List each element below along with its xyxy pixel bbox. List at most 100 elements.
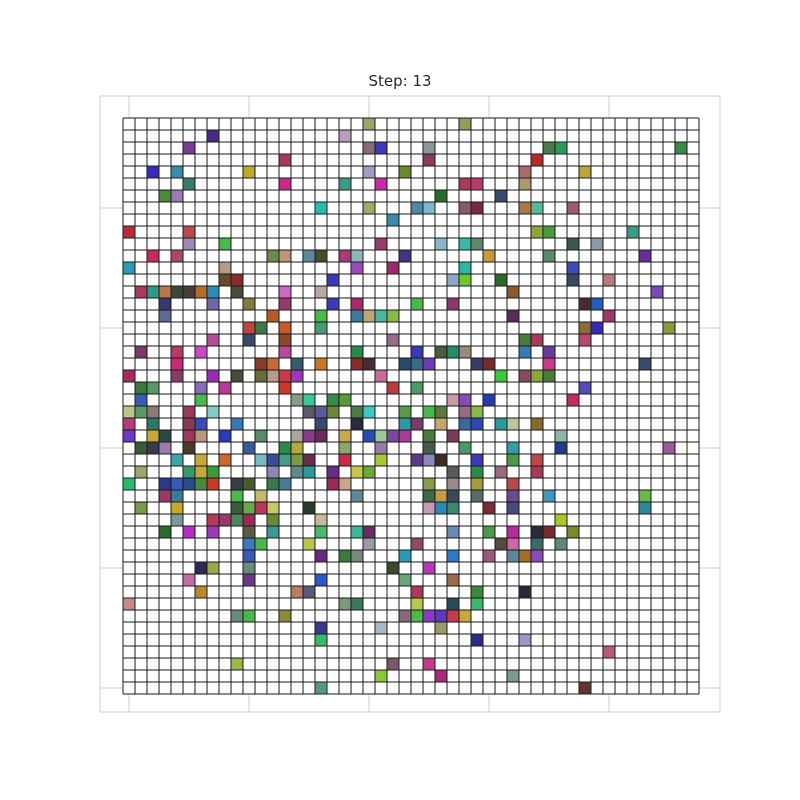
heatmap-cell (135, 466, 147, 478)
heatmap-cell (363, 166, 375, 178)
heatmap-cell (267, 526, 279, 538)
heatmap-cell (255, 322, 267, 334)
heatmap-cell (339, 178, 351, 190)
heatmap-cell (171, 358, 183, 370)
heatmap-cell (123, 370, 135, 382)
heatmap-cell (135, 382, 147, 394)
heatmap-cell (495, 466, 507, 478)
heatmap-cell (567, 394, 579, 406)
heatmap-cell (579, 298, 591, 310)
heatmap-cell (447, 478, 459, 490)
heatmap-cell (267, 358, 279, 370)
heatmap-cell (243, 442, 255, 454)
heatmap-cell (135, 406, 147, 418)
heatmap-cell (639, 358, 651, 370)
heatmap-cell (303, 502, 315, 514)
heatmap-cell (423, 478, 435, 490)
heatmap-cell (243, 526, 255, 538)
heatmap-cell (519, 634, 531, 646)
heatmap-cell (447, 598, 459, 610)
heatmap-cell (159, 478, 171, 490)
heatmap-cell (639, 502, 651, 514)
heatmap-cell (147, 406, 159, 418)
heatmap-cell (243, 514, 255, 526)
heatmap-cell (291, 394, 303, 406)
heatmap-cell (363, 406, 375, 418)
heatmap-cell (507, 550, 519, 562)
heatmap-cell (423, 610, 435, 622)
heatmap-cell (447, 466, 459, 478)
heatmap-cell (543, 226, 555, 238)
heatmap-cell (135, 286, 147, 298)
heatmap-cell (351, 526, 363, 538)
heatmap-cell (171, 346, 183, 358)
heatmap-cell (507, 526, 519, 538)
heatmap-cell (183, 406, 195, 418)
heatmap-cell (579, 682, 591, 694)
heatmap-cell (315, 286, 327, 298)
heatmap-cell (123, 406, 135, 418)
heatmap-cell (507, 454, 519, 466)
heatmap-cell (171, 190, 183, 202)
heatmap-cell (351, 466, 363, 478)
heatmap-cell (351, 490, 363, 502)
heatmap-cell (423, 154, 435, 166)
heatmap-cell (447, 574, 459, 586)
heatmap-cell (555, 430, 567, 442)
heatmap-cell (303, 538, 315, 550)
heatmap-cell (471, 634, 483, 646)
heatmap-cell (435, 490, 447, 502)
heatmap-cell (183, 142, 195, 154)
heatmap-cell (327, 394, 339, 406)
heatmap-cell (243, 478, 255, 490)
heatmap-cell (303, 586, 315, 598)
heatmap-cell (315, 514, 327, 526)
heatmap-cell (411, 358, 423, 370)
heatmap-cell (207, 370, 219, 382)
heatmap-cell (315, 202, 327, 214)
heatmap-cell (267, 370, 279, 382)
heatmap-cell (507, 502, 519, 514)
heatmap-cell (411, 610, 423, 622)
heatmap-cell (183, 178, 195, 190)
heatmap-cell (507, 478, 519, 490)
heatmap-cell (339, 454, 351, 466)
heatmap-cell (315, 526, 327, 538)
heatmap-cell (123, 430, 135, 442)
heatmap-cell (435, 610, 447, 622)
heatmap-cell (543, 490, 555, 502)
heatmap-cell (327, 298, 339, 310)
heatmap-cell (567, 274, 579, 286)
heatmap-cell (495, 190, 507, 202)
heatmap-cell (183, 574, 195, 586)
heatmap-cell (339, 130, 351, 142)
heatmap-cell (471, 454, 483, 466)
heatmap-cell (375, 178, 387, 190)
heatmap-cell (567, 526, 579, 538)
heatmap-cell (435, 190, 447, 202)
heatmap-cell (543, 346, 555, 358)
heatmap-cell (603, 310, 615, 322)
heatmap-cell (471, 418, 483, 430)
heatmap-cell (459, 202, 471, 214)
heatmap-cell (651, 286, 663, 298)
heatmap-cell (495, 274, 507, 286)
heatmap-cell (159, 310, 171, 322)
heatmap-cell (675, 142, 687, 154)
heatmap-cell (351, 346, 363, 358)
heatmap-cell (471, 586, 483, 598)
heatmap-cell (567, 238, 579, 250)
heatmap-cell (519, 202, 531, 214)
heatmap-cell (399, 166, 411, 178)
heatmap-cell (423, 142, 435, 154)
heatmap-cell (387, 262, 399, 274)
heatmap-cell (195, 346, 207, 358)
heatmap-cell (459, 118, 471, 130)
heatmap-cell (471, 406, 483, 418)
heatmap-cell (195, 454, 207, 466)
heatmap-cell (363, 466, 375, 478)
heatmap-cell (351, 250, 363, 262)
heatmap-cell (159, 298, 171, 310)
heatmap-cell (243, 610, 255, 622)
